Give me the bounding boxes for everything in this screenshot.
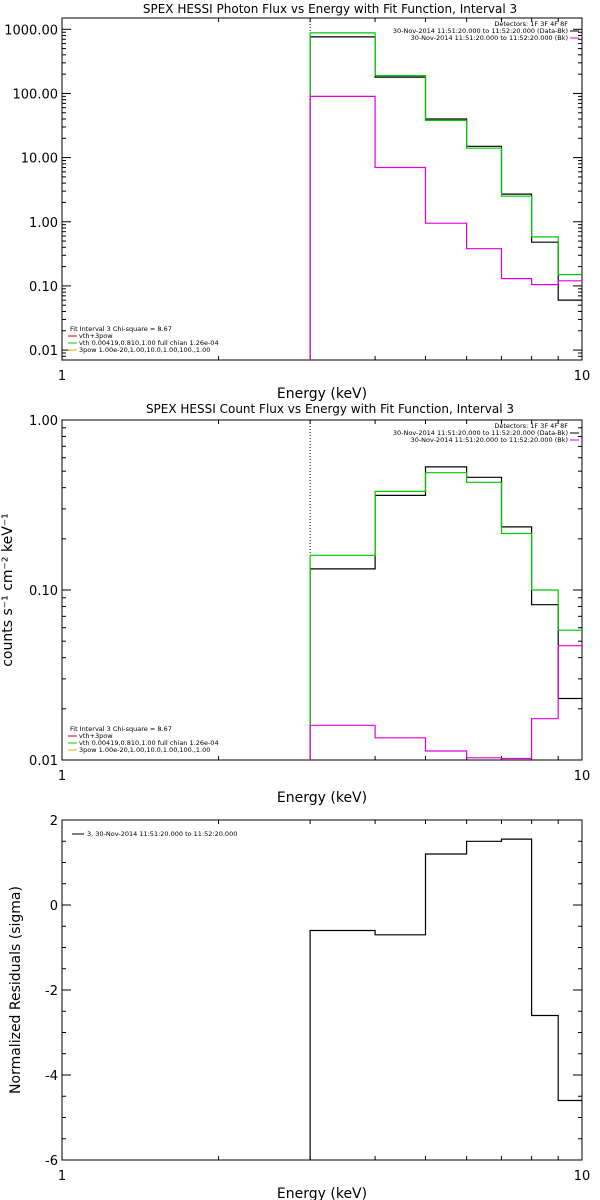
- photon-flux-legend-entry: 3pow 1.00e-20,1.00,10.0,1.00,100.,1.00: [79, 346, 210, 354]
- residuals-x-ticks: 1 10: [58, 820, 590, 1184]
- photon-flux-legend-bottom-left: Fit Interval 3 Chi-square = 8.67vth+3pow…: [68, 325, 219, 354]
- count-flux-y-tick-label: 0.10: [29, 584, 58, 599]
- residuals-x-axis-label: Energy (keV): [277, 1186, 367, 1200]
- count-flux-legend-entry: vth 0.00419,0.810,1.00 full chian 1.26e-…: [79, 739, 219, 747]
- residuals-panel: -6 -4 -2 0 2 1 10 Energy (keV) Normalized Res…: [8, 814, 590, 1200]
- count-flux-series-0-line: [309, 466, 582, 760]
- count-flux-legend-entry: vth+3pow: [79, 732, 113, 740]
- photon-flux-x-tick-label: 1: [58, 369, 66, 384]
- photon-flux-plot-frame: [61, 17, 583, 361]
- photon-flux-legend-entry: Fit Interval 3 Chi-square = 8.67: [70, 325, 172, 333]
- residuals-legend: 3, 30-Nov-2014 11:51:20.000 to 11:52:20.…: [72, 830, 237, 838]
- photon-flux-legend-entry: vth 0.00419,0.810,1.00 full chian 1.26e-…: [79, 339, 219, 347]
- residuals-legend-entry: 3, 30-Nov-2014 11:51:20.000 to 11:52:20.…: [87, 830, 237, 838]
- count-flux-legend-bottom-left: Fit Interval 3 Chi-square = 8.67vth+3pow…: [68, 725, 219, 754]
- residuals-y-tick-label: -6: [45, 1154, 58, 1169]
- count-flux-y-tick-label: 0.01: [29, 754, 58, 769]
- count-flux-y-tick-label: 1.00: [29, 414, 58, 429]
- photon-flux-x-tick-label: 10: [574, 369, 591, 384]
- residuals-y-ticks: -6 -4 -2 0 2: [45, 814, 582, 1169]
- count-flux-legend-entry: 30-Nov-2014 11:51:20.000 to 11:52:20.000…: [411, 436, 568, 444]
- photon-flux-legend-entry: Detectors: 1F 3F 4F 8F: [494, 20, 568, 28]
- photon-flux-y-tick-label: 1.00: [29, 216, 58, 231]
- residuals-x-tick-label: 1: [58, 1169, 66, 1184]
- count-flux-legend-entry: Detectors: 1F 3F 4F 8F: [494, 422, 568, 430]
- residuals-y-tick-label: -2: [45, 984, 58, 999]
- photon-flux-y-tick-label: 100.00: [13, 87, 59, 102]
- residuals-x-tick-label: 10: [574, 1169, 591, 1184]
- residuals-y-tick-label: 2: [50, 814, 58, 829]
- photon-flux-x-axis-label: Energy (keV): [277, 386, 367, 402]
- count-flux-series-2-line: [309, 645, 582, 760]
- count-flux-x-axis-label: Energy (keV): [277, 790, 367, 806]
- photon-flux-title: SPEX HESSI Photon Flux vs Energy with Fi…: [143, 2, 517, 16]
- count-flux-series-1-line: [309, 472, 582, 760]
- residuals-series-0-line: [309, 838, 582, 1160]
- residuals-y-axis-label: Normalized Residuals (sigma): [8, 886, 24, 1094]
- count-flux-series: [309, 420, 582, 760]
- count-flux-y-axis-label: counts s⁻¹ cm⁻² keV⁻¹: [0, 513, 16, 667]
- count-flux-x-ticks: 1 10: [58, 420, 590, 784]
- count-flux-x-tick-label: 10: [574, 769, 591, 784]
- count-flux-legend-entry: Fit Interval 3 Chi-square = 8.67: [70, 725, 172, 733]
- photon-flux-legend-entry: vth+3pow: [79, 332, 113, 340]
- photon-flux-series-0-line: [309, 36, 582, 360]
- photon-flux-legend-entry: 30-Nov-2014 11:51:20.000 to 11:52:20.000…: [393, 27, 568, 35]
- photon-flux-series-1-line: [309, 32, 582, 360]
- photon-flux-panel: SPEX HESSI Photon Flux vs Energy with Fi…: [4, 2, 590, 402]
- residuals-y-tick-label: 0: [50, 899, 58, 914]
- photon-flux-y-tick-label: 0.10: [29, 280, 58, 295]
- photon-flux-legend-entry: 30-Nov-2014 11:51:20.000 to 11:52:20.000…: [411, 34, 568, 42]
- photon-flux-y-tick-label: 0.01: [29, 344, 58, 359]
- photon-flux-series-2-line: [309, 95, 582, 360]
- residuals-plot-frame: [61, 819, 583, 1161]
- count-flux-title: SPEX HESSI Count Flux vs Energy with Fit…: [146, 402, 514, 416]
- photon-flux-series: [309, 18, 582, 360]
- count-flux-x-tick-label: 1: [58, 769, 66, 784]
- residuals-series: [309, 838, 582, 1160]
- photon-flux-y-tick-label: 10.00: [21, 152, 58, 167]
- residuals-y-tick-label: -4: [45, 1069, 58, 1084]
- count-flux-legend-entry: 3pow 1.00e-20,1.00,10.0,1.00,100.,1.00: [79, 746, 210, 754]
- photon-flux-y-tick-label: 1000.00: [4, 23, 58, 38]
- count-flux-legend-entry: 30-Nov-2014 11:51:20.000 to 11:52:20.000…: [393, 429, 568, 437]
- count-flux-y-ticks: 0.01 0.10 1.00: [29, 414, 582, 769]
- count-flux-plot-frame: [61, 419, 583, 761]
- photon-flux-y-ticks: 0.01 0.10 1.00 10.00 100.00 1000.00: [4, 23, 582, 359]
- count-flux-panel: SPEX HESSI Count Flux vs Energy with Fit…: [0, 402, 590, 806]
- photon-flux-x-ticks: 1 10: [58, 18, 590, 384]
